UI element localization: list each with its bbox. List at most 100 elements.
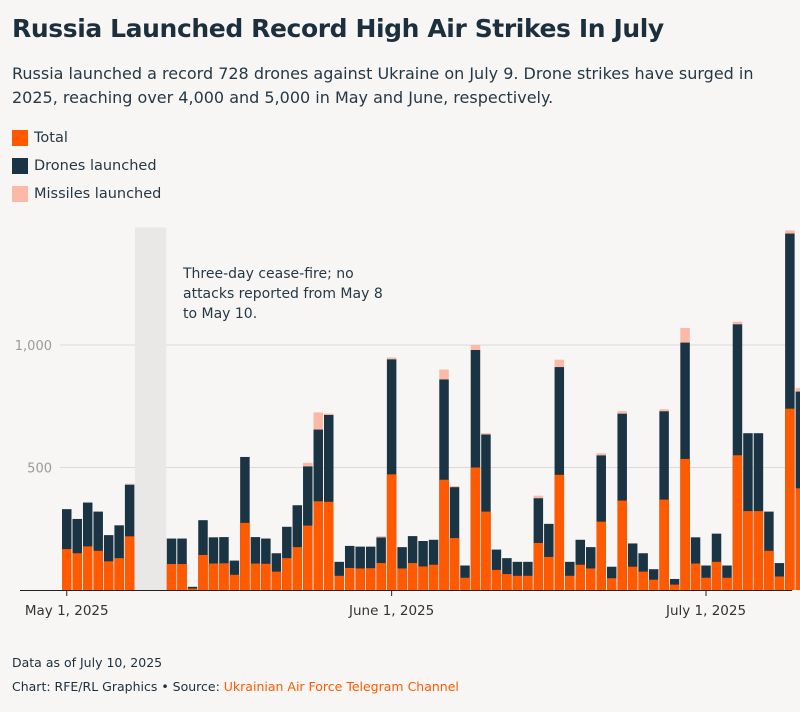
bar-missiles-day-71 xyxy=(795,387,800,392)
bar-total-day-71 xyxy=(795,488,800,590)
bar-total-day-63 xyxy=(711,561,722,590)
bar-total-day-24 xyxy=(303,525,313,590)
legend-swatch-missiles xyxy=(12,186,28,202)
bar-total-day-64 xyxy=(722,577,732,590)
bar-missiles-day-54 xyxy=(617,411,627,414)
ytick-label-1000: 1,000 xyxy=(15,339,52,354)
bar-total-day-15 xyxy=(208,563,219,590)
bar-drones-day-35 xyxy=(418,541,428,590)
bar-missiles-day-25 xyxy=(313,412,324,430)
bar-missiles-day-26 xyxy=(324,413,334,415)
bar-drones-day-13 xyxy=(187,586,198,590)
bar-total-day-62 xyxy=(701,577,711,590)
bar-drones-day-59 xyxy=(669,578,680,590)
bar-missiles-day-24 xyxy=(303,462,313,467)
bar-total-day-6 xyxy=(114,558,124,590)
bar-total-day-51 xyxy=(586,568,596,590)
bar-total-day-46 xyxy=(533,542,544,590)
bar-missiles-day-41 xyxy=(481,433,491,435)
bar-total-day-1 xyxy=(62,549,72,590)
xtick-label-1: May 1, 2025 xyxy=(25,603,109,619)
bar-total-day-42 xyxy=(491,569,502,590)
bar-total-day-22 xyxy=(282,558,292,590)
xtick-label-62: July 1, 2025 xyxy=(665,603,746,619)
bar-total-day-50 xyxy=(575,564,586,590)
bar-total-day-44 xyxy=(512,575,523,590)
legend-item-missiles: Missiles launched xyxy=(12,180,161,208)
bar-total-day-52 xyxy=(596,521,606,590)
bar-total-day-57 xyxy=(648,579,659,590)
bar-missiles-day-31 xyxy=(376,536,386,538)
bar-total-day-67 xyxy=(753,511,764,590)
bar-missiles-day-40 xyxy=(470,345,481,350)
bar-total-day-35 xyxy=(418,566,428,590)
bar-total-day-38 xyxy=(449,538,460,590)
bar-drones-day-57 xyxy=(648,569,659,590)
bar-total-day-55 xyxy=(627,566,638,590)
legend-swatch-total xyxy=(12,130,28,146)
bar-total-day-16 xyxy=(219,563,229,590)
legend-label-drones: Drones launched xyxy=(34,158,157,174)
bar-total-day-27 xyxy=(334,575,344,590)
legend-label-total: Total xyxy=(34,130,68,146)
bar-missiles-day-58 xyxy=(659,409,669,412)
data-date-note: Data as of July 10, 2025 xyxy=(12,655,163,670)
bar-total-day-31 xyxy=(376,563,386,590)
source-link[interactable]: Ukrainian Air Force Telegram Channel xyxy=(223,679,459,694)
bar-total-day-41 xyxy=(481,511,491,590)
bar-missiles-day-7 xyxy=(124,483,135,485)
bar-total-day-39 xyxy=(460,577,470,590)
bar-total-day-58 xyxy=(659,499,669,590)
bar-total-day-4 xyxy=(93,550,103,590)
bar-missiles-day-60 xyxy=(680,327,690,343)
bar-total-day-32 xyxy=(386,474,397,590)
chart-title: Russia Launched Record High Air Strikes … xyxy=(12,14,664,43)
bar-total-day-7 xyxy=(124,536,135,590)
bar-total-day-69 xyxy=(774,576,785,590)
bar-total-day-29 xyxy=(355,568,365,590)
bar-total-day-18 xyxy=(240,522,250,590)
bar-total-day-61 xyxy=(690,563,701,590)
bar-total-day-37 xyxy=(439,479,449,590)
ytick-label-500: 500 xyxy=(27,462,52,477)
ceasefire-shade xyxy=(134,227,167,590)
legend-item-drones: Drones launched xyxy=(12,152,161,180)
bar-total-day-5 xyxy=(103,561,114,590)
bar-total-day-25 xyxy=(313,501,324,590)
bar-total-day-33 xyxy=(397,568,407,590)
credit-prefix: Chart: RFE/RL Graphics • Source: xyxy=(12,679,224,694)
bar-missiles-day-52 xyxy=(596,453,606,456)
bar-total-day-60 xyxy=(680,458,690,590)
bar-total-day-45 xyxy=(523,575,533,590)
bar-total-day-56 xyxy=(638,571,648,590)
bar-drones-day-29 xyxy=(355,546,365,590)
bar-total-day-14 xyxy=(198,554,208,590)
bar-total-day-70 xyxy=(785,408,795,590)
bar-total-day-43 xyxy=(502,574,512,590)
ceasefire-annotation: Three-day cease-fire; no attacks reported… xyxy=(182,266,383,322)
bar-total-day-28 xyxy=(344,567,355,590)
bar-missiles-day-48 xyxy=(554,359,565,368)
legend-item-total: Total xyxy=(12,124,161,152)
bar-missiles-day-46 xyxy=(533,495,544,499)
bar-missiles-day-65 xyxy=(732,321,743,325)
bar-total-day-54 xyxy=(617,500,627,590)
bar-missiles-day-37 xyxy=(439,369,449,380)
bar-total-day-34 xyxy=(407,563,418,590)
bar-total-day-36 xyxy=(428,564,439,590)
chart-subtitle: Russia launched a record 728 drones agai… xyxy=(12,64,754,107)
bar-missiles-day-70 xyxy=(785,230,795,234)
bar-total-day-3 xyxy=(82,546,93,590)
xtick-label-32: June 1, 2025 xyxy=(348,603,434,619)
bar-drones-day-42 xyxy=(491,549,502,590)
bar-total-day-68 xyxy=(764,550,774,590)
bar-total-day-53 xyxy=(606,578,617,590)
bar-total-day-65 xyxy=(732,455,743,590)
bar-total-day-17 xyxy=(229,574,240,590)
bar-total-day-59 xyxy=(669,584,680,590)
bar-total-day-20 xyxy=(261,563,271,590)
bar-missiles-day-32 xyxy=(386,357,397,360)
bar-total-day-13 xyxy=(187,588,198,590)
bar-total-day-66 xyxy=(743,511,753,590)
